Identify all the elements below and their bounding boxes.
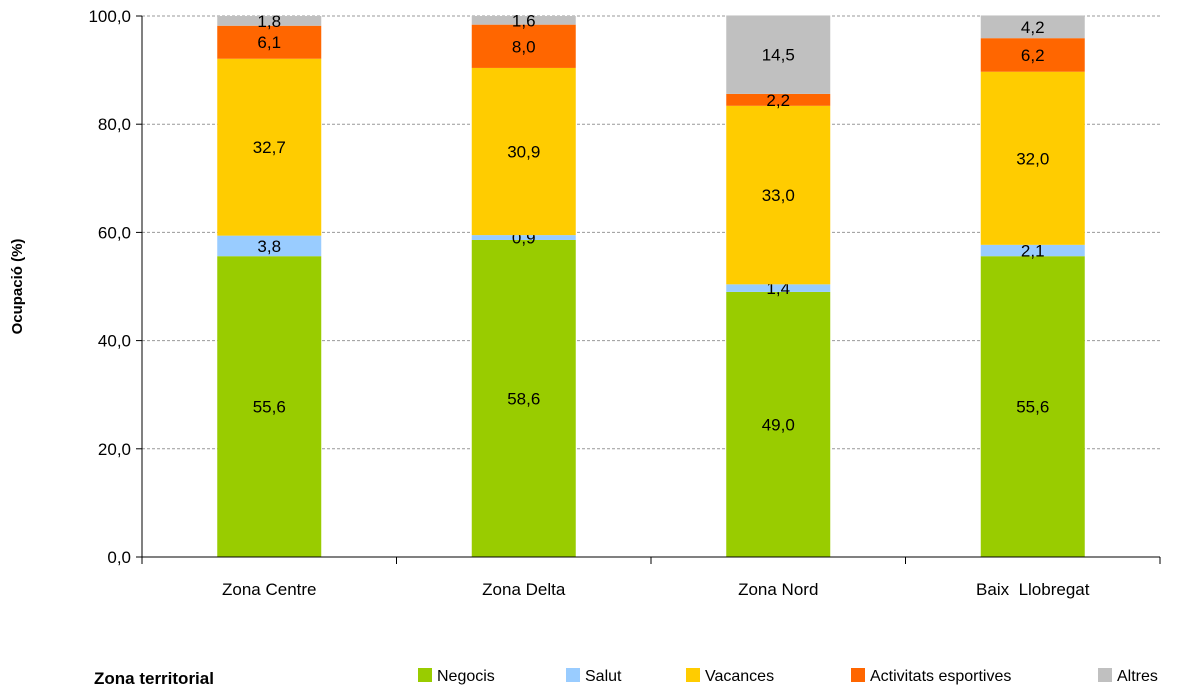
bar-segment (726, 284, 831, 292)
data-label: 32,0 (1016, 149, 1049, 168)
y-tick-label: 100,0 (88, 7, 131, 26)
legend-swatch (851, 668, 865, 682)
legend-swatch (418, 668, 432, 682)
y-axis-label: Ocupació (%) (9, 239, 26, 335)
y-tick-label: 40,0 (98, 332, 131, 351)
x-tick-label: Zona Centre (222, 580, 317, 599)
bar-segment (217, 256, 322, 557)
bar-segment (471, 239, 576, 557)
bar-segment (980, 71, 1085, 245)
bar-segment (471, 67, 576, 236)
legend-label: Activitats esportives (870, 668, 1011, 685)
y-tick-label: 80,0 (98, 115, 131, 134)
bar-segment (980, 256, 1085, 557)
data-label: 6,1 (257, 33, 281, 52)
data-label: 14,5 (762, 46, 795, 65)
bar-segment (217, 16, 322, 26)
legend-label: Negocis (437, 668, 495, 685)
legend-swatch (686, 668, 700, 682)
legend-label: Altres (1117, 668, 1158, 685)
legend-label: Vacances (705, 668, 774, 685)
bar-segment (471, 24, 576, 68)
y-tick-label: 20,0 (98, 440, 131, 459)
bar-segment (726, 15, 831, 94)
y-tick-labels: 0,0 20,0 40,0 60,0 80,0 100,0 (88, 7, 131, 567)
legend-label: Salut (585, 668, 622, 685)
bar-segment (726, 93, 831, 106)
legend-swatch (566, 668, 580, 682)
bar-segment (980, 15, 1085, 39)
data-label: 4,2 (1021, 18, 1045, 37)
bar-segment (471, 235, 576, 240)
data-label: 58,6 (507, 389, 540, 408)
data-label: 1,8 (257, 12, 281, 31)
x-tick-label: Zona Nord (738, 580, 818, 599)
data-label: 1,6 (512, 11, 536, 30)
data-label: 55,6 (253, 398, 286, 417)
bar-segment (726, 105, 831, 285)
x-axis-title: Zona territorial (94, 669, 214, 688)
y-tick-label: 60,0 (98, 223, 131, 242)
data-label: 3,8 (257, 237, 281, 256)
data-label: 49,0 (762, 415, 795, 434)
bar-segment (980, 244, 1085, 257)
data-label: 55,6 (1016, 398, 1049, 417)
y-tick-label: 0,0 (107, 548, 131, 567)
bar-segment (217, 25, 322, 59)
bar-segment (726, 291, 831, 557)
data-label: 6,2 (1021, 46, 1045, 65)
x-tick-labels: Zona Centre Zona Delta Zona Nord Baix Llobr… (222, 580, 1090, 599)
legend: Negocis Salut Vacances Activitats esportive… (418, 668, 1158, 685)
bar-segment (217, 58, 322, 236)
x-tick-label: Zona Delta (482, 580, 566, 599)
data-label: 33,0 (762, 186, 795, 205)
data-label: 2,2 (766, 91, 790, 110)
bars: 55,63,832,76,11,858,60,930,98,01,649,01,… (217, 11, 1085, 557)
bar-segment (980, 38, 1085, 72)
axes (136, 15, 1161, 564)
data-label: 8,0 (512, 37, 536, 56)
x-tick-label: Baix Llobregat (976, 580, 1090, 599)
bar-segment (217, 235, 322, 257)
data-label: 32,7 (253, 138, 286, 157)
bar-segment (471, 16, 576, 25)
data-label: 30,9 (507, 143, 540, 162)
legend-swatch (1098, 668, 1112, 682)
data-label: 2,1 (1021, 242, 1045, 261)
